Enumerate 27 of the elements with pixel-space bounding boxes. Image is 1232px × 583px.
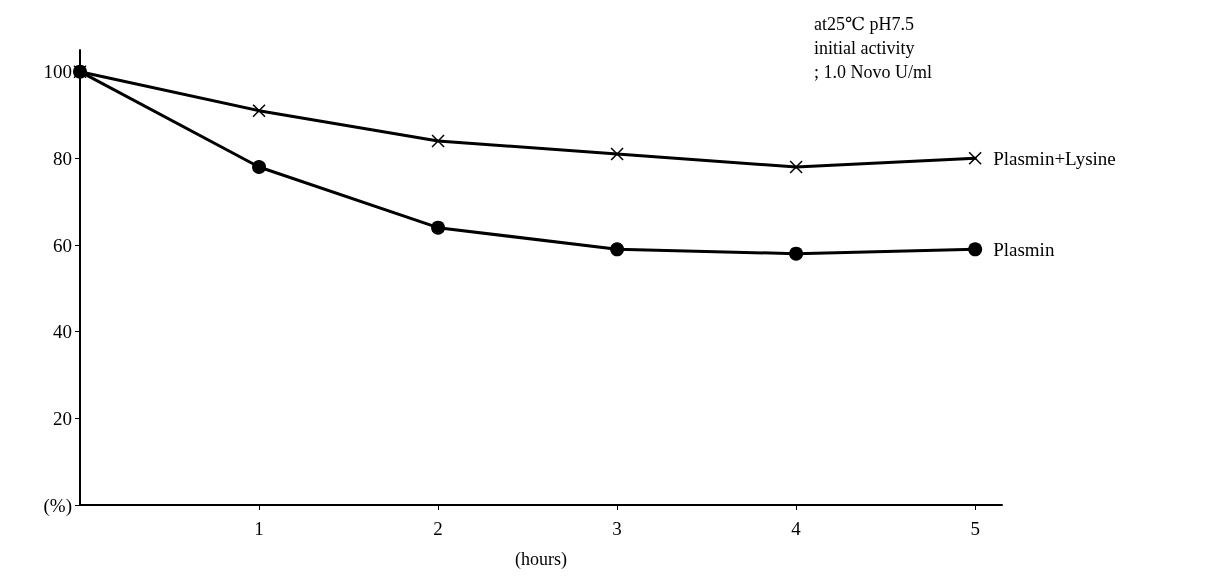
y-tick-label: 100 bbox=[43, 61, 72, 83]
point bbox=[789, 160, 803, 174]
point bbox=[431, 220, 446, 235]
point bbox=[252, 103, 266, 118]
point bbox=[610, 147, 624, 161]
y-tick-label: 40 bbox=[53, 321, 72, 343]
y-tick-label: 20 bbox=[53, 407, 72, 429]
x-tick-label: 4 bbox=[791, 518, 802, 539]
series-label: Plasmin+Lysine bbox=[993, 147, 1116, 169]
point bbox=[968, 242, 983, 257]
point bbox=[610, 242, 625, 257]
annotation: ; 1.0 Novo U/ml bbox=[814, 62, 933, 82]
x-tick-label: 2 bbox=[433, 518, 443, 539]
x-tick-label: 3 bbox=[612, 518, 622, 539]
point bbox=[252, 160, 267, 174]
y-tick-label: (%) bbox=[43, 494, 72, 517]
point bbox=[789, 246, 804, 261]
series-label: Plasmin bbox=[993, 238, 1055, 260]
y-tick-label: 80 bbox=[53, 147, 72, 169]
x-axis-title: (hours) bbox=[515, 549, 567, 570]
point bbox=[431, 134, 445, 148]
x-tick-label: 5 bbox=[970, 518, 980, 539]
y-tick-label: 60 bbox=[53, 234, 72, 256]
x-tick-label: 1 bbox=[254, 518, 264, 539]
point bbox=[968, 151, 982, 166]
annotation: initial activity bbox=[814, 38, 915, 58]
text: at25℃ pH7.5 bbox=[814, 14, 915, 34]
